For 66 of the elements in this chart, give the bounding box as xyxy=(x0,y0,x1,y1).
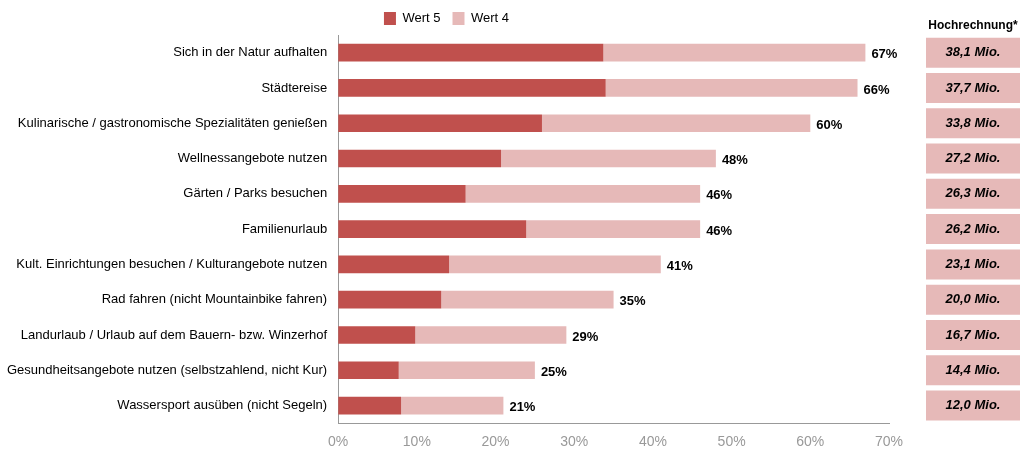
x-tick-label: 70% xyxy=(874,433,904,450)
bar xyxy=(338,149,502,168)
y-tick-label: Wellnessangebote nutzen xyxy=(177,150,328,166)
total-label: 46% xyxy=(706,222,733,238)
x-tick-label: 30% xyxy=(560,433,589,450)
bar xyxy=(338,326,416,344)
bar xyxy=(338,114,542,133)
bar xyxy=(338,79,606,97)
legend-label: Wert 4 xyxy=(471,10,510,26)
x-tick-label: 10% xyxy=(402,433,431,450)
bar xyxy=(398,361,535,380)
bar xyxy=(501,149,716,168)
bar xyxy=(449,255,661,274)
text: 23,1 Mio. xyxy=(944,255,1001,271)
x-tick-label: 40% xyxy=(638,433,667,450)
bar xyxy=(415,326,567,344)
y-tick-label: Familienurlaub xyxy=(241,220,328,236)
y-tick-label: Kulinarische / gastronomische Spezialitäten genießen xyxy=(17,114,328,130)
text: 27,2 Mio. xyxy=(944,150,1001,166)
text: 20,0 Mio. xyxy=(944,291,1001,307)
total-label: 41% xyxy=(666,257,694,273)
text: 26,3 Mio. xyxy=(944,185,1001,201)
total-label: 25% xyxy=(540,363,568,379)
total-label: 29% xyxy=(572,328,599,344)
bar xyxy=(603,43,866,62)
text: 26,2 Mio. xyxy=(944,220,1001,236)
bar xyxy=(338,255,450,274)
total-label: 60% xyxy=(816,116,843,132)
y-tick-label: Gärten / Parks besuchen xyxy=(183,185,328,201)
bar xyxy=(526,220,701,238)
x-tick-label: 20% xyxy=(481,433,510,450)
total-label: 35% xyxy=(619,293,647,309)
y-tick-label: Städtereise xyxy=(261,79,328,95)
bar xyxy=(338,290,442,309)
text: Hochrechnung* xyxy=(928,18,1018,33)
bar xyxy=(338,396,402,415)
bar xyxy=(338,220,527,238)
total-label: 48% xyxy=(721,152,749,168)
text: 33,8 Mio. xyxy=(945,114,1001,130)
text: 12,0 Mio. xyxy=(945,397,1001,413)
total-label: 67% xyxy=(871,46,898,62)
bar xyxy=(338,43,604,62)
bar xyxy=(338,361,399,380)
y-tick-label: Gesundheitsangebote nutzen (selbstzahlend, nicht Kur) xyxy=(6,361,328,377)
x-tick-label: 0% xyxy=(328,433,349,450)
bar xyxy=(605,79,858,97)
y-tick-label: Sich in der Natur aufhalten xyxy=(173,44,328,60)
text: 16,7 Mio. xyxy=(945,326,1001,342)
bar xyxy=(541,114,811,133)
text: 38,1 Mio. xyxy=(945,44,1001,60)
y-tick-label: Rad fahren (nicht Mountainbike fahren) xyxy=(101,291,328,307)
y-tick-label: Landurlaub / Urlaub auf dem Bauern- bzw. Winzerhof xyxy=(20,326,328,342)
total-label: 66% xyxy=(863,81,890,97)
total-label: 46% xyxy=(706,187,733,203)
bar xyxy=(401,396,504,415)
x-tick-label: 50% xyxy=(717,433,746,450)
bar xyxy=(465,184,701,203)
text: 37,7 Mio. xyxy=(945,79,1001,95)
total-label: 21% xyxy=(509,399,536,415)
text: 14,4 Mio. xyxy=(945,361,1001,377)
x-tick-label: 60% xyxy=(796,433,825,450)
y-tick-label: Kult. Einrichtungen besuchen / Kulturangebote nutzen xyxy=(16,255,328,271)
bar xyxy=(338,184,466,203)
legend-label: Wert 5 xyxy=(402,10,441,26)
y-tick-label: Wassersport ausüben (nicht Segeln) xyxy=(117,397,328,413)
bar xyxy=(441,290,614,309)
